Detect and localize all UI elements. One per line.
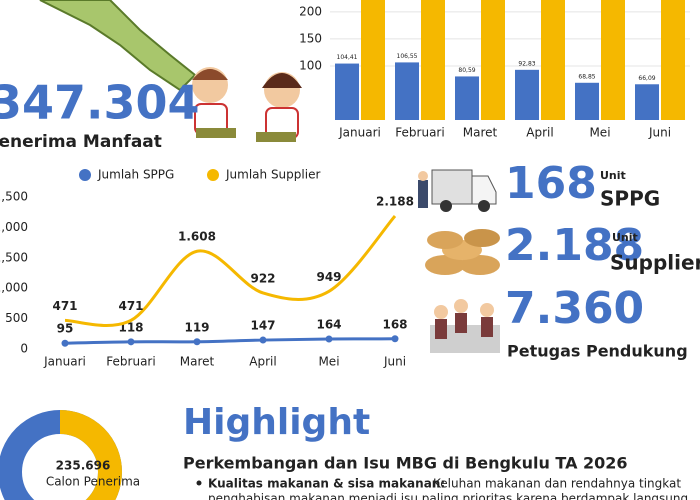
children-illustration: [192, 67, 302, 142]
x-tick-label: April: [526, 126, 553, 140]
stat-label: SPPG: [600, 187, 660, 211]
stat-value: 7.360: [505, 283, 644, 334]
stat-unit: Unit: [600, 169, 626, 182]
bar: [661, 0, 685, 121]
bar: [481, 0, 505, 121]
x-tick-label: Januari: [43, 355, 86, 369]
point: [391, 335, 399, 343]
x-tick-label: Juni: [383, 355, 406, 369]
x-tick-label: Maret: [180, 355, 215, 369]
bullet-dot: [196, 480, 202, 486]
y-tick-label: 100: [299, 58, 322, 72]
stat-label: Supplier: [610, 251, 700, 275]
line: [64, 337, 396, 345]
value-label: 168: [382, 317, 407, 331]
stat-label: Petugas Pendukung: [507, 342, 688, 361]
legend-label: Jumlah SPPG: [97, 168, 174, 182]
value-label: 164: [316, 318, 341, 332]
point: [61, 339, 69, 347]
bar: [335, 63, 359, 120]
bar: [421, 0, 445, 121]
y-tick-label: 1,000: [0, 281, 28, 295]
value-label: 119: [184, 320, 209, 334]
point: [325, 335, 333, 343]
y-tick-label: 0: [20, 342, 28, 356]
bar: [601, 0, 625, 121]
point: [127, 338, 135, 346]
bar: [515, 69, 539, 120]
highlight-title: Highlight: [183, 402, 370, 443]
bullet-heading: Kualitas makanan & sisa makanan:: [208, 477, 445, 491]
line: [64, 214, 397, 327]
value-label: 2.188: [376, 194, 414, 208]
y-tick-label: 2,000: [0, 220, 28, 234]
beneficiaries-value: 347.304: [0, 76, 200, 130]
bar: [395, 62, 419, 120]
x-tick-label: Januari: [338, 126, 381, 140]
legend-marker: [207, 169, 219, 181]
donut-label: Calon Penerima: [46, 475, 140, 489]
truck-illustration: [418, 169, 497, 212]
value-label: 922: [250, 271, 275, 285]
point: [259, 336, 267, 344]
value-label: 66,09: [638, 75, 655, 82]
highlight-subtitle: Perkembangan dan Isu MBG di Bengkulu TA …: [183, 454, 628, 473]
bar: [541, 0, 565, 121]
legend-marker: [79, 169, 91, 181]
beneficiaries-label: Penerima Manfaat: [0, 132, 162, 152]
y-tick-label: 200: [299, 4, 322, 18]
x-tick-label: Februari: [106, 355, 155, 369]
bullet-text: Keluhan makanan dan rendahnya tingkat: [433, 477, 681, 491]
value-label: 1.608: [178, 230, 216, 244]
donut-segment: [59, 410, 122, 500]
workers-illustration: [430, 299, 500, 353]
bar: [635, 84, 659, 120]
x-tick-label: April: [249, 355, 276, 369]
value-label: 80,59: [458, 67, 475, 74]
bar: [455, 76, 479, 120]
stat-unit: Unit: [612, 231, 638, 244]
value-label: 106,55: [397, 53, 418, 60]
sacks-illustration: [425, 229, 500, 275]
value-label: 95: [57, 322, 74, 336]
bar: [361, 0, 385, 121]
stat-value: 168: [505, 158, 597, 209]
x-tick-label: Februari: [395, 126, 444, 140]
value-label: 471: [52, 299, 77, 313]
x-tick-label: Juni: [648, 126, 671, 140]
donut-value: 235.696: [56, 459, 111, 473]
value-label: 92,83: [518, 60, 535, 67]
y-tick-label: 500: [5, 311, 28, 325]
value-label: 471: [118, 299, 143, 313]
stat-value: 2.188: [505, 220, 644, 271]
value-label: 147: [250, 319, 275, 333]
value-label: 104,41: [337, 54, 358, 61]
y-tick-label: 1,500: [0, 250, 28, 264]
y-tick-label: 150: [299, 31, 322, 45]
value-label: 949: [316, 270, 341, 284]
bar: [575, 82, 599, 120]
point: [193, 338, 201, 346]
bullet-text: penghabisan makanan menjadi isu paling p…: [208, 492, 688, 500]
legend-label: Jumlah Supplier: [225, 168, 320, 182]
y-tick-label: 2,500: [0, 190, 28, 204]
value-label: 68,85: [578, 73, 595, 80]
x-tick-label: Maret: [463, 126, 498, 140]
x-tick-label: Mei: [318, 355, 339, 369]
map-illustration: [39, 0, 197, 92]
x-tick-label: Mei: [589, 126, 610, 140]
